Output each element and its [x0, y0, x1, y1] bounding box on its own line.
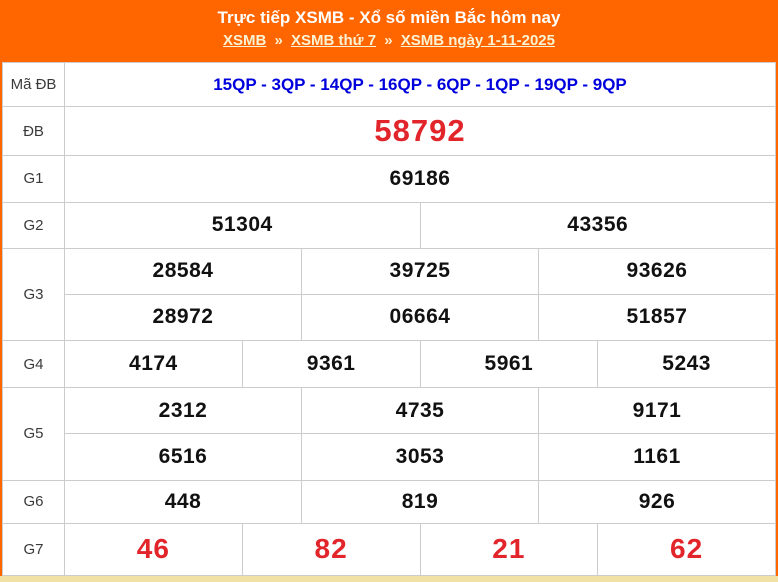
prize-value: 28584	[64, 247, 302, 295]
prize-value: 9361	[241, 340, 421, 389]
prize-value: 15QP - 3QP - 14QP - 16QP - 6QP - 1QP - 1…	[64, 61, 776, 108]
breadcrumb-separator: »	[384, 32, 393, 49]
prize-label-ma-db: Mã ĐB	[2, 61, 65, 108]
prize-label-g4: G4	[2, 340, 65, 389]
prize-row-ma-db: Mã ĐB 15QP - 3QP - 14QP - 16QP - 6QP - 1Q…	[2, 61, 776, 108]
prize-row-g2: G2 51304 43356	[2, 201, 776, 249]
prize-value: 926	[538, 479, 776, 524]
prize-value: 06664	[301, 293, 539, 342]
prize-value: 3053	[301, 433, 539, 481]
prize-row-g3: G3 28584 39725 93626	[2, 247, 776, 342]
prize-value: 819	[301, 479, 539, 524]
prize-value: 21	[419, 522, 599, 577]
breadcrumb: XSMB » XSMB thứ 7 » XSMB ngày 1-11-2025	[0, 29, 778, 53]
prize-value: 93626	[538, 247, 776, 295]
prize-value: 82	[241, 522, 421, 577]
prize-row-db: ĐB 58792	[2, 106, 776, 157]
breadcrumb-link-xsmb-date[interactable]: XSMB ngày 1-11-2025	[400, 32, 555, 49]
results-table-wrap: Mã ĐB 15QP - 3QP - 14QP - 16QP - 6QP - 1Q…	[0, 61, 778, 577]
results-table-body: Mã ĐB 15QP - 3QP - 14QP - 16QP - 6QP - 1Q…	[2, 61, 776, 577]
prize-value: 2312	[64, 387, 302, 435]
results-table: Mã ĐB 15QP - 3QP - 14QP - 16QP - 6QP - 1Q…	[2, 61, 776, 577]
breadcrumb-link-xsmb-weekday[interactable]: XSMB thứ 7	[291, 32, 377, 49]
prize-label-g3: G3	[2, 247, 65, 342]
prize-row-g5: 6516 3053 1161	[3, 433, 776, 481]
prize-value: 28972	[64, 293, 302, 342]
breadcrumb-separator: »	[274, 32, 283, 49]
bottom-strip	[0, 576, 778, 582]
prize-value: 43356	[419, 201, 776, 249]
prize-row-g5: G5 2312 4735 9171	[2, 387, 776, 481]
prize-value: 51304	[64, 201, 421, 249]
prize-label-g7: G7	[2, 522, 65, 577]
prize-row-g1: G1 69186	[2, 155, 776, 203]
prize-value: 51857	[538, 293, 776, 342]
prize-value: 58792	[64, 106, 776, 157]
prize-value: 39725	[301, 247, 539, 295]
page-title: Trực tiếp XSMB - Xổ số miền Bắc hôm nay	[217, 8, 561, 27]
prize-row-g6: G6 448 819 926	[2, 479, 776, 524]
header: Trực tiếp XSMB - Xổ số miền Bắc hôm nay …	[0, 0, 778, 62]
breadcrumb-link-xsmb[interactable]: XSMB	[222, 32, 267, 49]
prize-value: 6516	[64, 433, 302, 481]
prize-value: 46	[64, 522, 243, 577]
prize-value: 69186	[64, 155, 776, 203]
prize-label-g1: G1	[2, 155, 65, 203]
prize-value: 4174	[64, 340, 243, 389]
prize-value: 1161	[538, 433, 776, 481]
prize-value: 9171	[538, 387, 776, 435]
prize-label-db: ĐB	[2, 106, 65, 157]
prize-label-g5: G5	[2, 387, 65, 481]
prize-value: 5243	[597, 340, 776, 389]
prize-row-g4: G4 4174 9361 5961 5243	[2, 340, 776, 389]
prize-row-g7: G7 46 82 21 62	[2, 522, 776, 577]
prize-row-g3: 28972 06664 51857	[3, 293, 776, 342]
prize-value: 4735	[301, 387, 539, 435]
prize-value: 62	[597, 522, 776, 577]
prize-label-g2: G2	[2, 201, 65, 249]
prize-value: 448	[64, 479, 302, 524]
prize-label-g6: G6	[2, 479, 65, 524]
prize-value: 5961	[419, 340, 599, 389]
